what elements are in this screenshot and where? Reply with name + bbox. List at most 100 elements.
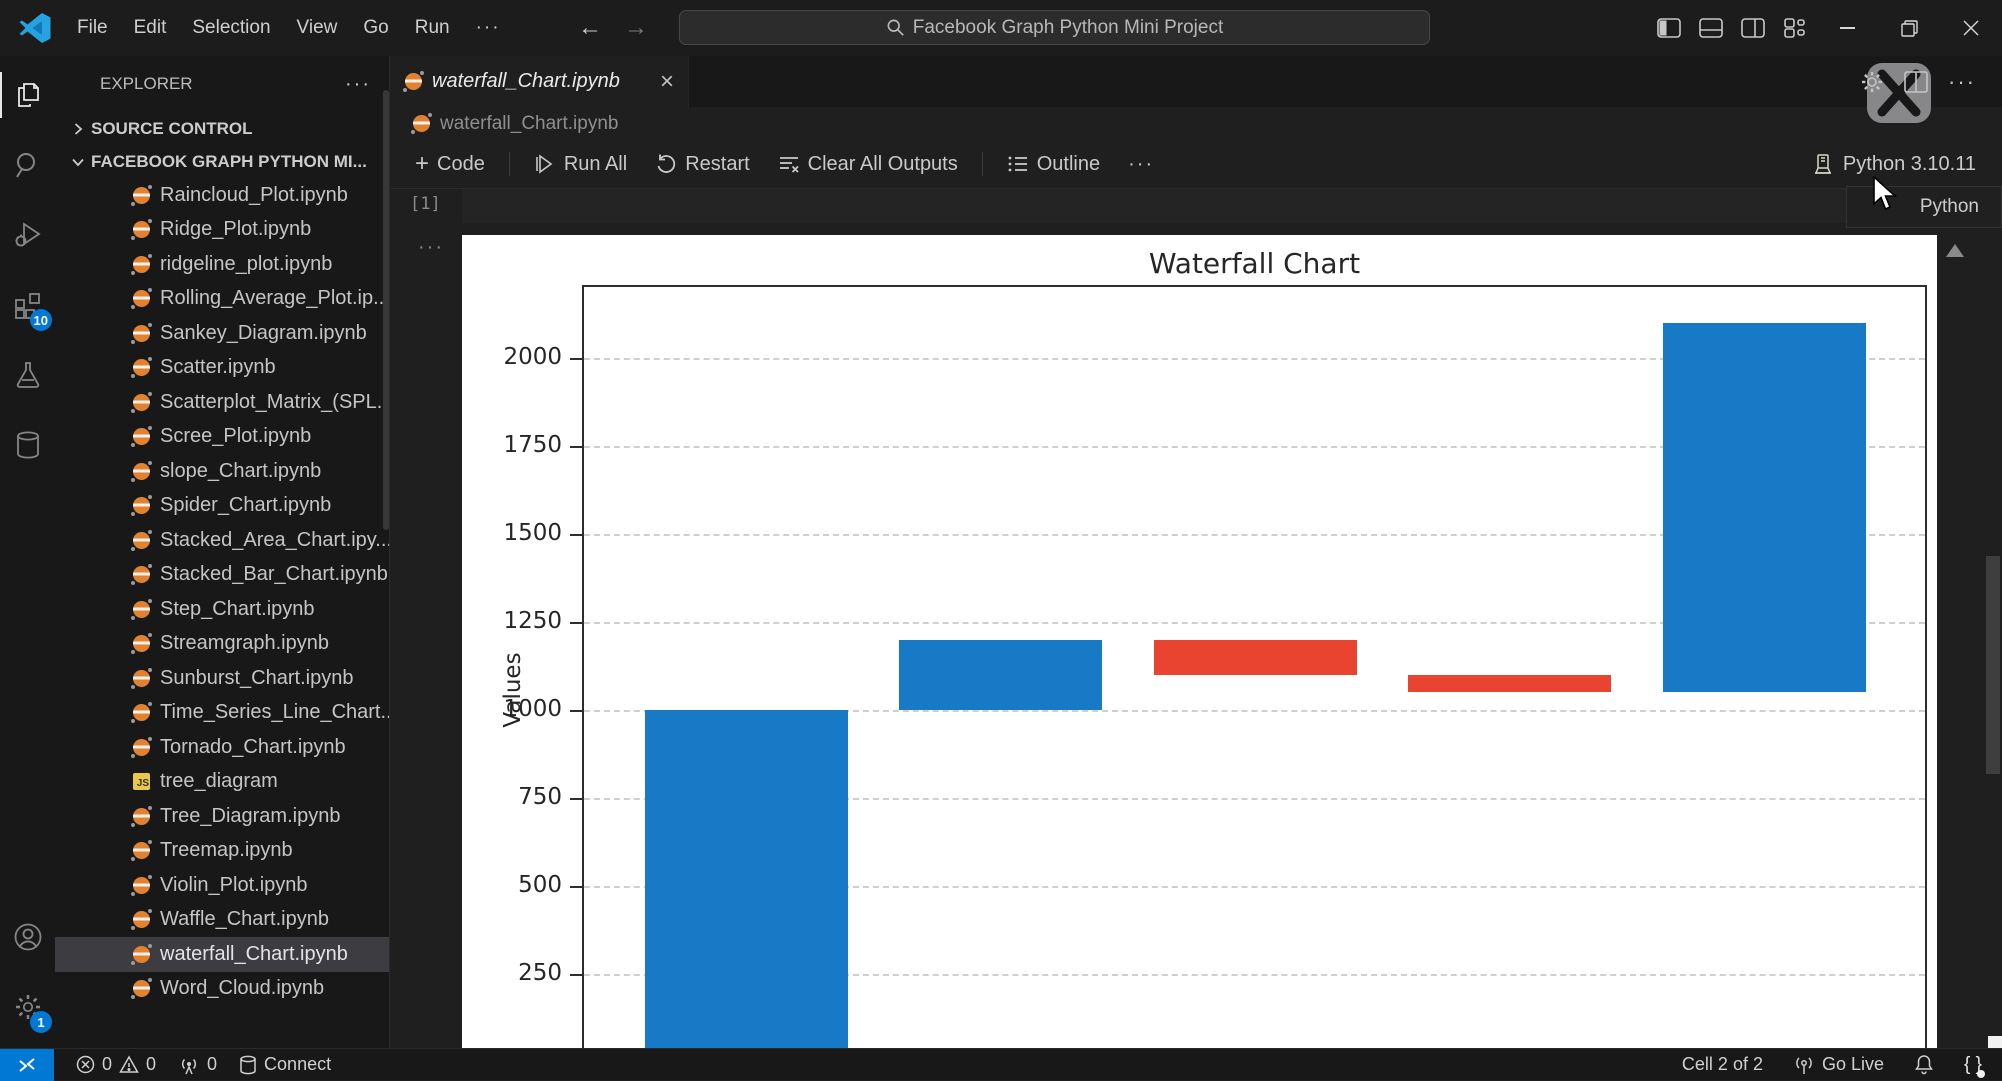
- gridline-2000: [584, 358, 1925, 360]
- gridline-750: [584, 798, 1925, 800]
- menu-overflow[interactable]: ···: [475, 17, 501, 38]
- file-scatter-ipynb[interactable]: Scatter.ipynb: [55, 351, 389, 386]
- remote-indicator[interactable]: [0, 1048, 54, 1081]
- tick-mark: [570, 622, 582, 624]
- file-sankey-diagram-ipynb[interactable]: Sankey_Diagram.ipynb: [55, 316, 389, 351]
- file-streamgraph-ipynb[interactable]: Streamgraph.ipynb: [55, 627, 389, 662]
- file-ridgeline-plot-ipynb[interactable]: ridgeline_plot.ipynb: [55, 247, 389, 282]
- file-sunburst-chart-ipynb[interactable]: Sunburst_Chart.ipynb: [55, 661, 389, 696]
- collapsed-code-cell[interactable]: [462, 189, 1937, 223]
- broadcast-icon: [182, 1058, 197, 1074]
- file-rolling-average-plot-ip-[interactable]: Rolling_Average_Plot.ip...: [55, 282, 389, 317]
- tick-mark: [570, 974, 582, 976]
- jupyter-notebook-icon: [131, 978, 152, 1000]
- activity-database-icon[interactable]: [0, 414, 55, 476]
- editor-scrollbar[interactable]: [1986, 556, 2000, 774]
- menu-selection[interactable]: Selection: [192, 17, 271, 38]
- file-tornado-chart-ipynb[interactable]: Tornado_Chart.ipynb: [55, 730, 389, 765]
- activity-testing-icon[interactable]: [0, 344, 55, 406]
- section-project-folder[interactable]: FACEBOOK GRAPH PYTHON MI...: [55, 145, 389, 178]
- file-ridge-plot-ipynb[interactable]: Ridge_Plot.ipynb: [55, 213, 389, 248]
- breadcrumb-label: waterfall_Chart.ipynb: [440, 112, 619, 134]
- outline-button[interactable]: Outline: [997, 148, 1110, 181]
- ports-indicator[interactable]: 0: [178, 1054, 217, 1075]
- sidebar-scrollbar[interactable]: [383, 90, 389, 530]
- search-input[interactable]: Facebook Graph Python Mini Project: [679, 10, 1430, 45]
- jupyter-notebook-icon: [131, 529, 152, 551]
- menu-view[interactable]: View: [296, 17, 338, 38]
- file-name: Word_Cloud.ipynb: [160, 977, 325, 1000]
- activity-settings-icon[interactable]: 1: [0, 976, 55, 1038]
- close-window-button[interactable]: [1940, 0, 2002, 56]
- file-waterfall-chart-ipynb[interactable]: waterfall_Chart.ipynb: [55, 937, 389, 972]
- gridline-250: [584, 974, 1925, 976]
- file-waffle-chart-ipynb[interactable]: Waffle_Chart.ipynb: [55, 903, 389, 938]
- toolbar-more-icon[interactable]: ···: [1128, 152, 1155, 175]
- file-stacked-bar-chart-ipynb[interactable]: Stacked_Bar_Chart.ipynb: [55, 558, 389, 593]
- minimize-button[interactable]: [1816, 0, 1878, 56]
- cell-output-menu-icon[interactable]: ···: [418, 236, 444, 258]
- gridline-1750: [584, 446, 1925, 448]
- file-scatterplot-matrix-spl-[interactable]: Scatterplot_Matrix_(SPL...: [55, 385, 389, 420]
- file-treemap-ipynb[interactable]: Treemap.ipynb: [55, 834, 389, 869]
- tab-strip: waterfall_Chart.ipynb × ···: [391, 56, 2002, 107]
- file-tree-diagram[interactable]: JS tree_diagram: [55, 765, 389, 800]
- toggle-panel-icon[interactable]: [1690, 0, 1732, 56]
- kernel-picker[interactable]: Python 3.10.11: [1812, 153, 2002, 176]
- activity-accounts-icon[interactable]: [0, 906, 55, 968]
- forward-arrow-icon[interactable]: →: [624, 14, 648, 41]
- formatter-status-icon[interactable]: { }: [1964, 1054, 1985, 1078]
- restart-button[interactable]: Restart: [645, 148, 759, 181]
- file-spider-chart-ipynb[interactable]: Spider_Chart.ipynb: [55, 489, 389, 524]
- connect-button[interactable]: Connect: [239, 1054, 331, 1075]
- section-source-control[interactable]: SOURCE CONTROL: [55, 112, 389, 145]
- file-word-cloud-ipynb[interactable]: Word_Cloud.ipynb: [55, 972, 389, 1007]
- tab-close-icon[interactable]: ×: [659, 67, 674, 95]
- remote-icon: [19, 1057, 35, 1072]
- jupyter-notebook-icon: [131, 702, 152, 724]
- explorer-actions-icon[interactable]: ···: [345, 72, 371, 95]
- file-scree-plot-ipynb[interactable]: Scree_Plot.ipynb: [55, 420, 389, 455]
- restore-button[interactable]: [1878, 0, 1940, 56]
- go-live-button[interactable]: Go Live: [1793, 1054, 1884, 1075]
- customize-layout-icon[interactable]: [1774, 0, 1816, 56]
- notifications-bell-icon[interactable]: [1914, 1054, 1934, 1075]
- file-time-series-line-chart-[interactable]: Time_Series_Line_Chart....: [55, 696, 389, 731]
- clear-all-outputs-button[interactable]: Clear All Outputs: [768, 148, 968, 181]
- jupyter-notebook-icon: [131, 460, 152, 482]
- editor-more-actions-icon[interactable]: ···: [1948, 68, 1976, 94]
- settings-gear-icon[interactable]: [1860, 70, 1884, 94]
- tick-mark: [570, 358, 582, 360]
- section-label: SOURCE CONTROL: [91, 118, 253, 138]
- problems-indicator[interactable]: 0 0: [76, 1054, 156, 1075]
- file-raincloud-plot-ipynb[interactable]: Raincloud_Plot.ipynb: [55, 178, 389, 213]
- activity-search-icon[interactable]: [0, 134, 55, 196]
- cell-indicator[interactable]: Cell 2 of 2: [1681, 1054, 1763, 1074]
- activity-extensions-icon[interactable]: 10: [0, 274, 55, 336]
- toggle-sidebar-icon[interactable]: [1648, 0, 1690, 56]
- jupyter-icon: [411, 113, 432, 134]
- tab-waterfall-chart[interactable]: waterfall_Chart.ipynb ×: [391, 56, 689, 107]
- activity-run-debug-icon[interactable]: [0, 204, 55, 266]
- file-step-chart-ipynb[interactable]: Step_Chart.ipynb: [55, 592, 389, 627]
- file-name: Sunburst_Chart.ipynb: [160, 666, 354, 689]
- file-name: Tree_Diagram.ipynb: [160, 804, 341, 827]
- back-arrow-icon[interactable]: ←: [578, 14, 602, 41]
- file-slope-chart-ipynb[interactable]: slope_Chart.ipynb: [55, 454, 389, 489]
- cell-output-chart: Waterfall Chart Values 250 500 750 1000 1250…: [462, 235, 1937, 1048]
- file-name: slope_Chart.ipynb: [160, 459, 322, 482]
- add-code-cell-button[interactable]: + Code: [415, 150, 485, 177]
- file-violin-plot-ipynb[interactable]: Violin_Plot.ipynb: [55, 868, 389, 903]
- run-all-button[interactable]: Run All: [524, 148, 637, 181]
- split-editor-icon[interactable]: [1904, 70, 1928, 93]
- menu-file[interactable]: File: [77, 17, 108, 38]
- toggle-secondary-sidebar-icon[interactable]: [1732, 0, 1774, 56]
- activity-explorer-icon[interactable]: [0, 64, 55, 126]
- breadcrumb[interactable]: waterfall_Chart.ipynb: [391, 107, 2002, 140]
- menu-go[interactable]: Go: [363, 17, 389, 38]
- file-stacked-area-chart-ipy-[interactable]: Stacked_Area_Chart.ipy...: [55, 523, 389, 558]
- menu-edit[interactable]: Edit: [133, 17, 167, 38]
- file-tree-diagram-ipynb[interactable]: Tree_Diagram.ipynb: [55, 799, 389, 834]
- ytick-label-2000: 2000: [503, 344, 562, 370]
- menu-run[interactable]: Run: [414, 17, 450, 38]
